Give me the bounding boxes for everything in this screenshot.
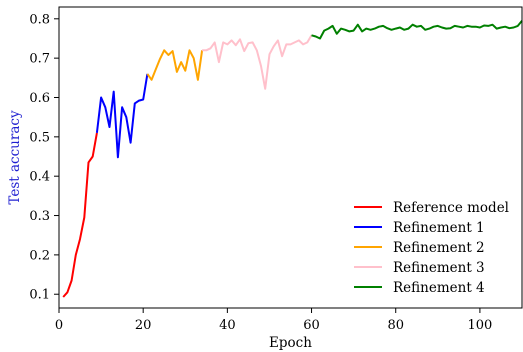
series-line-4 (202, 34, 313, 90)
y-tick-label: 0.5 (29, 130, 50, 145)
series-line-2 (95, 73, 149, 159)
legend-label: Refinement 1 (393, 220, 485, 236)
legend-label: Reference model (393, 200, 509, 216)
x-tick-label: 0 (55, 318, 63, 333)
x-tick-label: 80 (387, 318, 404, 333)
y-tick-label: 0.3 (29, 209, 50, 224)
y-tick-label: 0.6 (29, 91, 50, 106)
x-tick-label: 60 (303, 318, 320, 333)
legend-label: Refinement 4 (393, 280, 485, 296)
x-tick-label: 40 (219, 318, 236, 333)
y-axis-title: Test accuracy (7, 110, 23, 205)
legend: Reference model Refinement 1 Refinement 2 R… (354, 200, 509, 296)
y-tick-label: 0.1 (29, 288, 50, 303)
series-line-5 (311, 20, 523, 40)
y-axis-ticks: 0.1 0.2 0.3 0.4 0.5 0.6 0.7 0.8 (29, 12, 59, 303)
y-tick-label: 0.2 (29, 248, 50, 263)
plot-lines (62, 20, 523, 298)
series-line-3 (146, 49, 204, 81)
y-tick-label: 0.7 (29, 52, 50, 67)
x-axis-ticks: 0 20 40 60 80 100 (55, 308, 492, 333)
plot-frame (58, 6, 523, 309)
y-tick-label: 0.4 (29, 170, 50, 185)
x-tick-label: 20 (135, 318, 152, 333)
x-axis-title: Epoch (269, 335, 312, 351)
legend-label: Refinement 3 (393, 260, 485, 276)
legend-label: Refinement 2 (393, 240, 485, 256)
y-tick-label: 0.8 (29, 12, 50, 27)
series-line-1 (62, 132, 98, 298)
x-tick-label: 100 (467, 318, 492, 333)
